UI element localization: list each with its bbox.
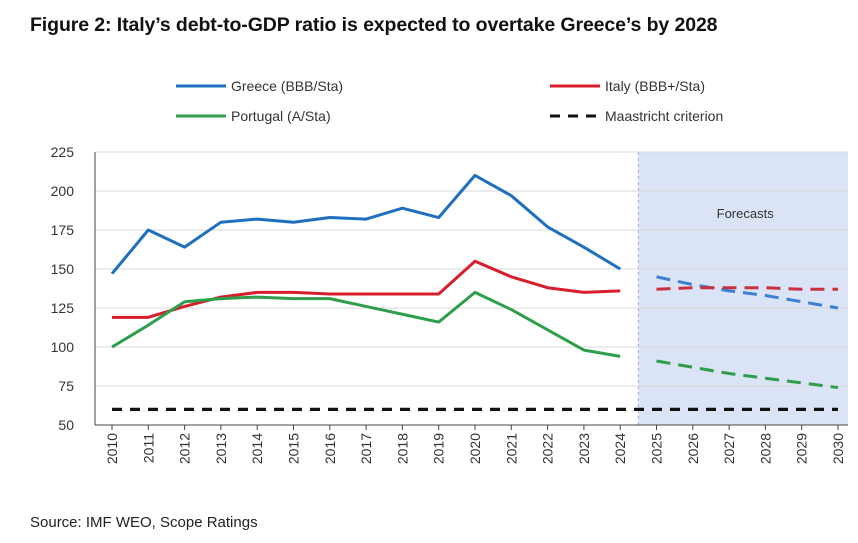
x-tick-label: 2019 xyxy=(431,433,447,464)
x-tick-label: 2014 xyxy=(249,433,265,464)
y-tick-label: 50 xyxy=(58,417,74,433)
legend-label: Italy (BBB+/Sta) xyxy=(605,78,705,94)
x-tick-label: 2030 xyxy=(830,433,846,464)
y-tick-label: 150 xyxy=(51,261,75,277)
y-tick-label: 75 xyxy=(58,378,74,394)
legend-label: Maastricht criterion xyxy=(605,108,723,124)
x-tick-label: 2021 xyxy=(503,433,519,464)
y-tick-label: 200 xyxy=(51,183,75,199)
y-tick-label: 175 xyxy=(51,222,75,238)
x-tick-label: 2023 xyxy=(576,433,592,464)
x-tick-label: 2011 xyxy=(140,433,156,463)
series-line-portugal xyxy=(111,290,621,358)
series-forecast-line-italy xyxy=(656,286,838,291)
x-tick-label: 2012 xyxy=(177,433,193,464)
x-tick-label: 2020 xyxy=(467,433,483,464)
series-forecast-line-greece xyxy=(656,275,839,310)
y-tick-label: 125 xyxy=(51,300,75,316)
series-line-italy xyxy=(112,259,621,319)
source-note: Source: IMF WEO, Scope Ratings xyxy=(30,514,258,531)
x-tick-label: 2026 xyxy=(685,433,701,464)
x-tick-label: 2027 xyxy=(721,433,737,464)
x-tick-label: 2015 xyxy=(286,433,302,464)
x-tick-label: 2024 xyxy=(612,433,628,464)
x-tick-label: 2022 xyxy=(540,433,556,464)
legend-label: Portugal (A/Sta) xyxy=(231,108,331,124)
y-tick-label: 100 xyxy=(51,339,75,355)
series-forecast-line-portugal xyxy=(656,359,839,390)
x-tick-label: 2018 xyxy=(394,433,410,464)
axes: 50 75 100 125 150 175 200 225 2010 2011 2012 2013 20… xyxy=(51,144,848,464)
forecast-label: Forecasts xyxy=(717,206,775,221)
legend-label: Greece (BBB/Sta) xyxy=(231,78,343,94)
chart-title: Figure 2: Italy’s debt-to-GDP ratio is e… xyxy=(30,14,718,36)
series-lines xyxy=(110,173,839,411)
x-tick-label: 2013 xyxy=(213,433,229,464)
gridlines xyxy=(95,151,848,387)
y-tick-label: 225 xyxy=(51,144,75,160)
x-tick-label: 2016 xyxy=(322,433,338,464)
x-tick-label: 2017 xyxy=(358,433,374,464)
x-tick-label: 2029 xyxy=(794,433,810,464)
legend: Greece (BBB/Sta) Italy (BBB+/Sta) Portugal… xyxy=(176,78,723,124)
x-tick-label: 2028 xyxy=(757,433,773,464)
x-tick-label: 2010 xyxy=(104,433,120,464)
series-line-greece xyxy=(110,173,621,275)
x-tick-label: 2025 xyxy=(649,433,665,464)
